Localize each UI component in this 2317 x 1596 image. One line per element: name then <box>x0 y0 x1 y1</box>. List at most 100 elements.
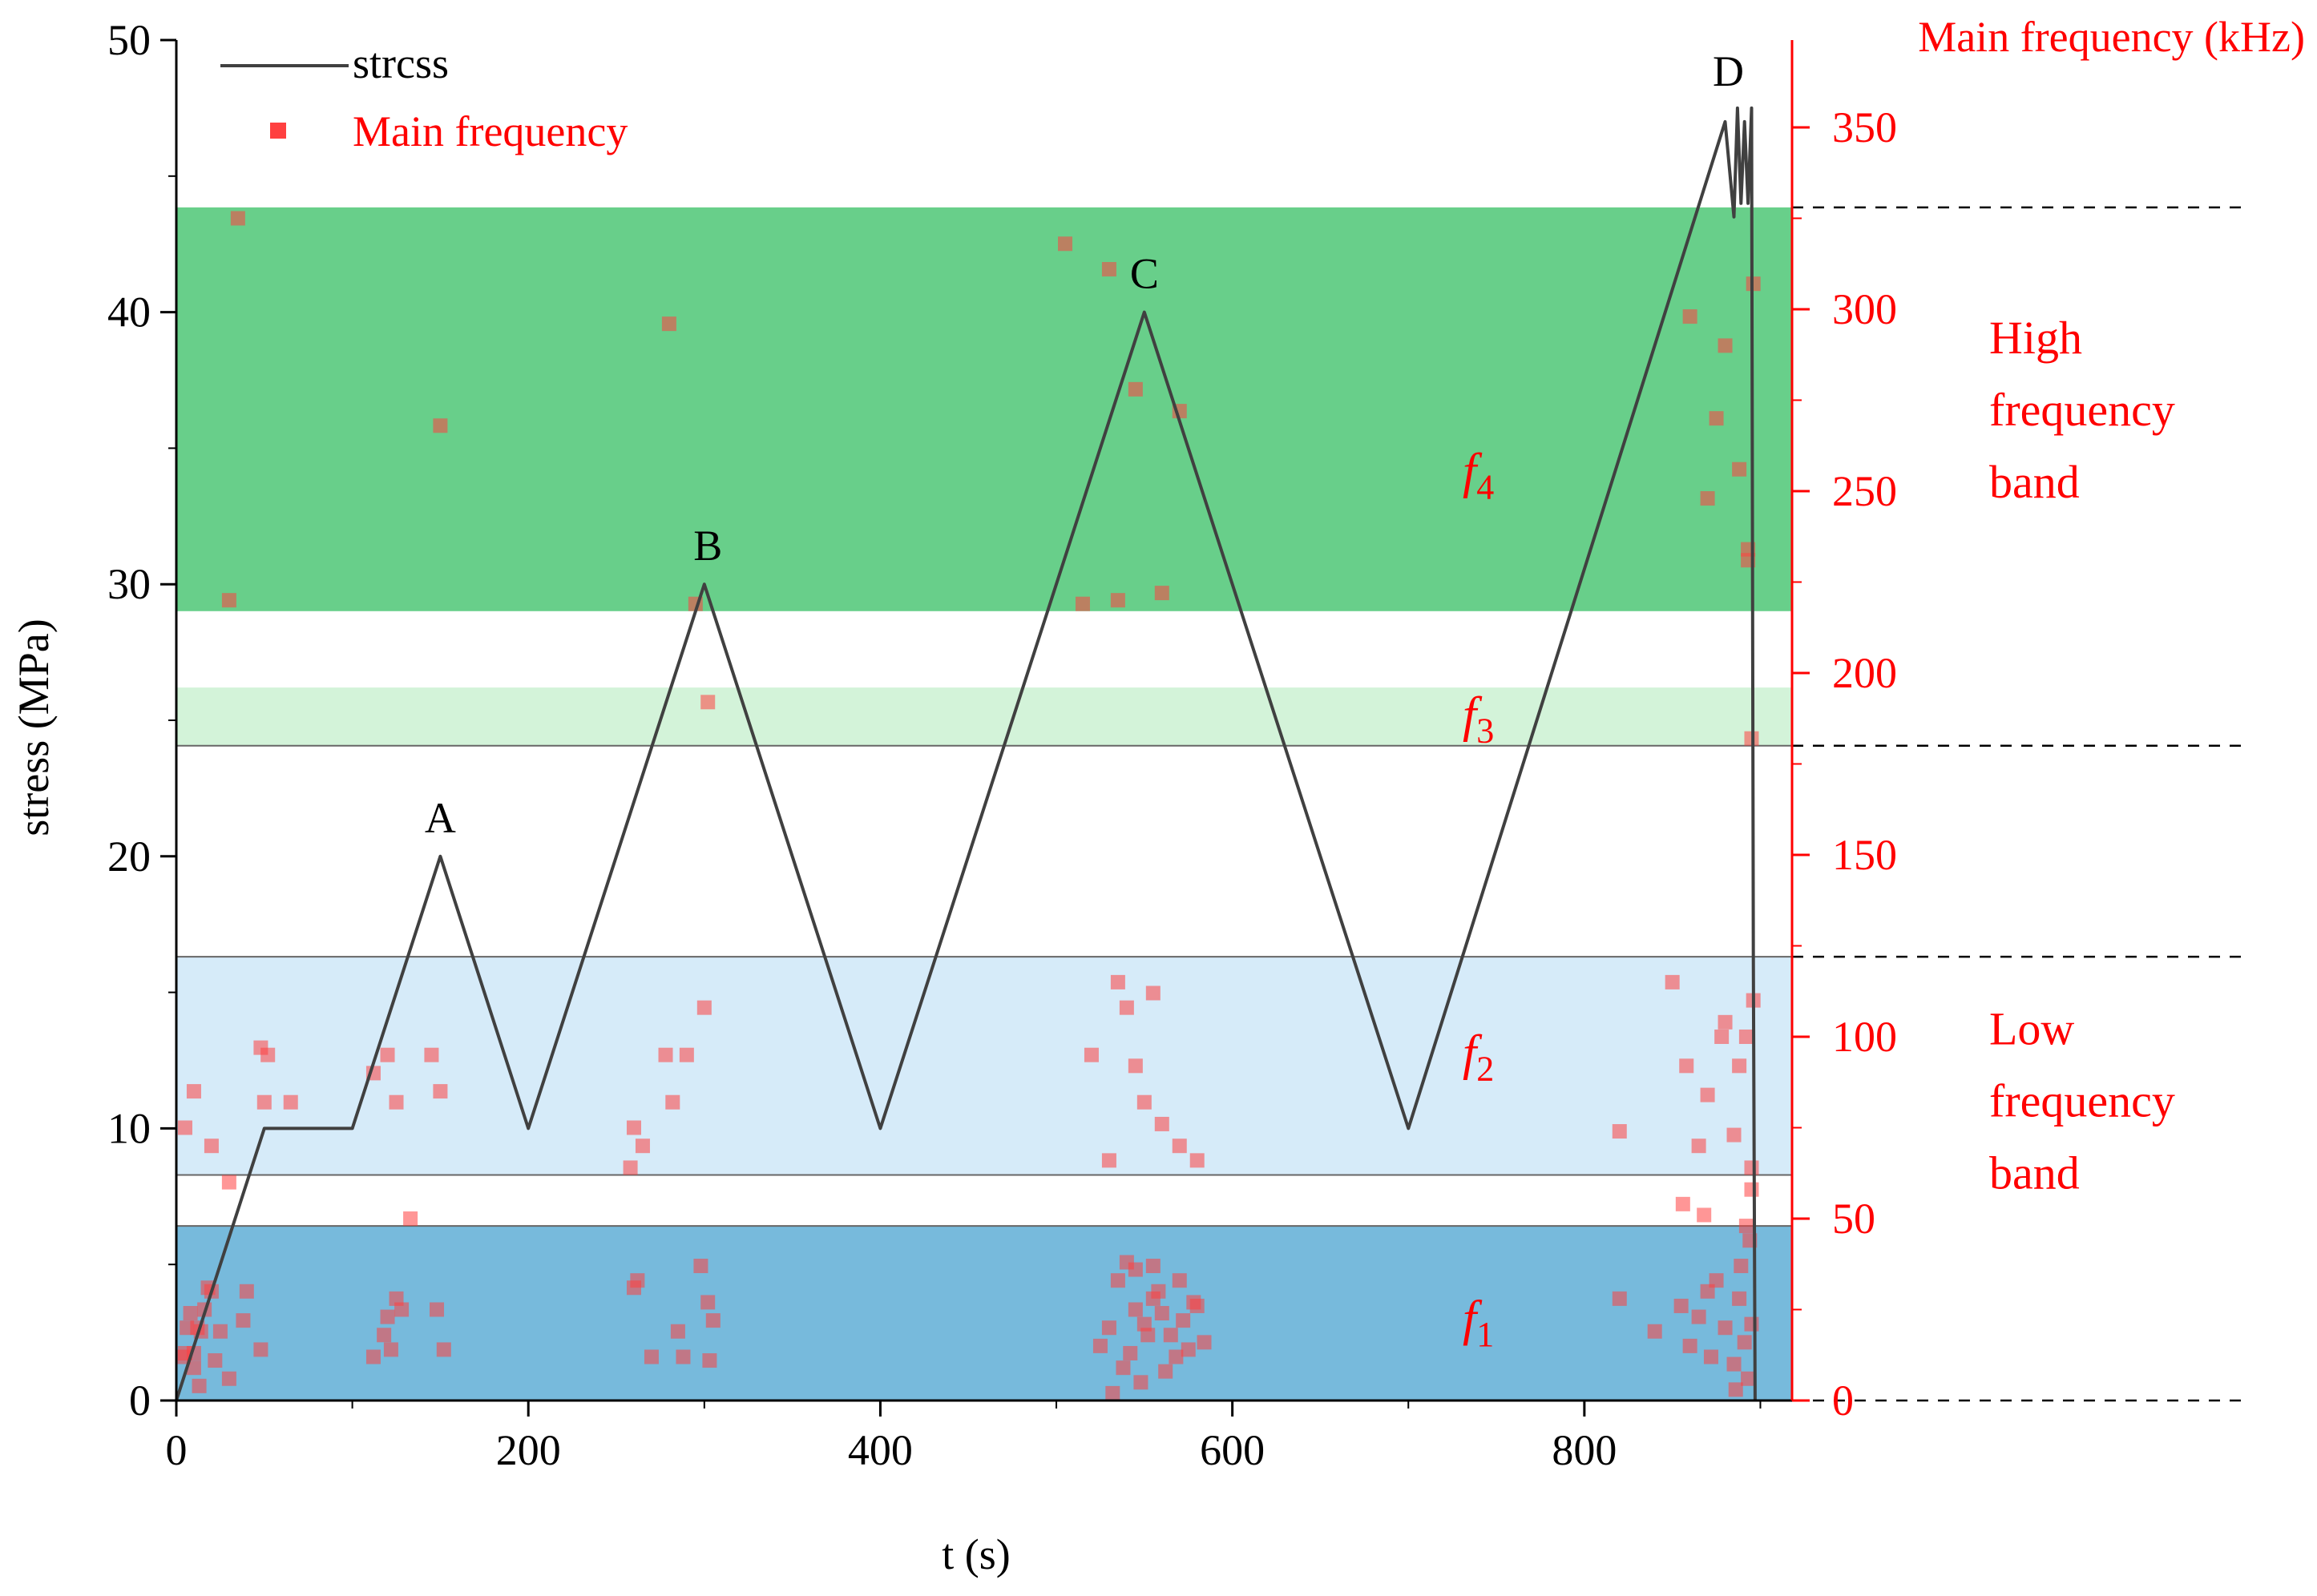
annotation-b: B <box>693 522 722 570</box>
frequency-point <box>208 1353 223 1368</box>
frequency-point <box>377 1328 392 1343</box>
frequency-point <box>430 1302 445 1317</box>
frequency-point <box>658 1047 673 1062</box>
legend-label-main-frequency: Main frequency <box>353 107 628 155</box>
frequency-point <box>1163 1328 1178 1343</box>
frequency-point <box>1123 1345 1138 1360</box>
frequency-point <box>661 316 676 332</box>
frequency-point <box>394 1302 410 1317</box>
stress-line <box>175 106 1757 1401</box>
frequency-point <box>1105 1385 1120 1401</box>
frequency-point <box>1647 1324 1662 1339</box>
frequency-point <box>1738 1029 1754 1044</box>
frequency-point <box>1128 381 1143 397</box>
frequency-point <box>1145 1259 1161 1274</box>
y-tick-label: 30 <box>107 560 151 608</box>
frequency-point <box>389 1094 404 1110</box>
frequency-point <box>1738 1219 1754 1234</box>
frequency-point <box>1726 1127 1742 1143</box>
frequency-point <box>256 1094 272 1110</box>
frequency-point <box>679 1047 694 1062</box>
frequency-point <box>626 1120 641 1135</box>
frequency-point <box>1197 1335 1212 1350</box>
high-frequency-band-label: band <box>1989 456 2080 508</box>
frequency-point <box>693 1259 708 1274</box>
frequency-point <box>1128 1058 1143 1074</box>
frequency-point <box>1741 1371 1756 1386</box>
legend-label-stress: strcss <box>353 39 449 87</box>
frequency-point <box>183 1306 198 1321</box>
frequency-point <box>644 1349 659 1364</box>
x-tick-label: 0 <box>166 1426 188 1474</box>
frequency-point <box>424 1047 439 1062</box>
frequency-point <box>1092 1338 1108 1353</box>
frequency-point <box>236 1313 251 1328</box>
frequency-point <box>260 1047 276 1062</box>
frequency-point <box>670 1324 685 1339</box>
frequency-point <box>1186 1295 1201 1310</box>
frequency-point <box>1732 1291 1747 1306</box>
frequency-point <box>1682 309 1697 324</box>
annotation-a: A <box>425 794 456 842</box>
frequency-point <box>204 1139 219 1154</box>
frequency-point <box>1728 1382 1743 1397</box>
y2-tick-label: 100 <box>1832 1013 1897 1061</box>
frequency-point <box>1154 586 1169 601</box>
y2-axis-label: Main frequency (kHz) <box>1918 13 2305 61</box>
frequency-point <box>380 1047 395 1062</box>
frequency-point <box>1084 1047 1099 1062</box>
frequency-point <box>186 1084 201 1099</box>
stress-line-layer: A B C D <box>175 47 1757 1401</box>
x-axis-label: t (s) <box>942 1530 1010 1578</box>
frequency-point <box>1718 1014 1733 1030</box>
y2-tick-label: 350 <box>1832 103 1897 151</box>
frequency-point <box>283 1094 298 1110</box>
band-label-f1: f1 <box>1463 1292 1494 1354</box>
frequency-point <box>1154 1306 1169 1321</box>
frequency-point <box>1110 593 1125 608</box>
frequency-point <box>1700 1284 1715 1299</box>
frequency-point <box>1172 1273 1187 1288</box>
frequency-point <box>1145 985 1161 1001</box>
y-tick-label: 10 <box>107 1104 151 1152</box>
frequency-point <box>1744 1316 1759 1332</box>
frequency-point <box>221 1371 236 1386</box>
y2-tick-label: 300 <box>1832 285 1897 333</box>
frequency-point <box>1700 491 1715 506</box>
frequency-point <box>630 1273 645 1288</box>
frequency-point <box>1128 1302 1143 1317</box>
frequency-point <box>623 1160 638 1175</box>
frequency-point <box>436 1342 451 1357</box>
frequency-point <box>180 1320 195 1336</box>
band-f1 <box>176 1226 1792 1401</box>
frequency-point <box>1673 1298 1689 1313</box>
annotation-c: C <box>1130 250 1159 298</box>
frequency-point <box>1140 1328 1156 1343</box>
legend: strcss Main frequency <box>220 39 628 155</box>
axes-layer: 0 200 400 600 800 0 10 20 30 40 50 0 50 100 150 200 250 3… <box>107 16 2241 1474</box>
frequency-point <box>1682 1338 1697 1353</box>
y2-tick-label: 50 <box>1832 1195 1875 1243</box>
frequency-point <box>676 1349 691 1364</box>
low-frequency-band-label: frequency <box>1989 1075 2175 1127</box>
frequency-point <box>1679 1058 1694 1074</box>
frequency-point <box>1154 1116 1169 1131</box>
frequency-point <box>389 1291 404 1306</box>
y-tick-label: 50 <box>107 16 151 64</box>
frequency-point <box>1737 1335 1752 1350</box>
frequency-point <box>1726 1356 1742 1372</box>
y-tick-label: 0 <box>129 1376 151 1425</box>
frequency-point <box>230 211 245 226</box>
low-frequency-band-label: Low <box>1989 1003 2074 1055</box>
frequency-point <box>1128 1262 1143 1277</box>
frequency-point <box>1714 1029 1730 1044</box>
y2-tick-label: 0 <box>1832 1376 1854 1425</box>
frequency-point <box>1703 1349 1718 1364</box>
frequency-point <box>1709 411 1724 426</box>
y2-tick-label: 200 <box>1832 649 1897 697</box>
y-tick-label: 20 <box>107 832 151 881</box>
frequency-point <box>1176 1313 1191 1328</box>
x-tick-label: 600 <box>1200 1426 1265 1474</box>
